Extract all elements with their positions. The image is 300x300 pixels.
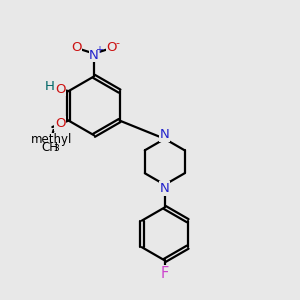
Text: N: N bbox=[160, 182, 169, 195]
Text: CH: CH bbox=[41, 141, 58, 154]
Text: +: + bbox=[95, 45, 103, 55]
Text: O: O bbox=[106, 41, 117, 54]
Text: 3: 3 bbox=[54, 143, 59, 152]
Text: O: O bbox=[55, 82, 66, 95]
Text: N: N bbox=[160, 128, 169, 142]
Text: F: F bbox=[160, 266, 169, 281]
Text: H: H bbox=[44, 80, 54, 93]
Text: O: O bbox=[71, 41, 82, 54]
Text: -: - bbox=[116, 38, 120, 48]
Text: methyl: methyl bbox=[31, 133, 72, 146]
Text: N: N bbox=[89, 49, 99, 62]
Text: O: O bbox=[55, 117, 66, 130]
